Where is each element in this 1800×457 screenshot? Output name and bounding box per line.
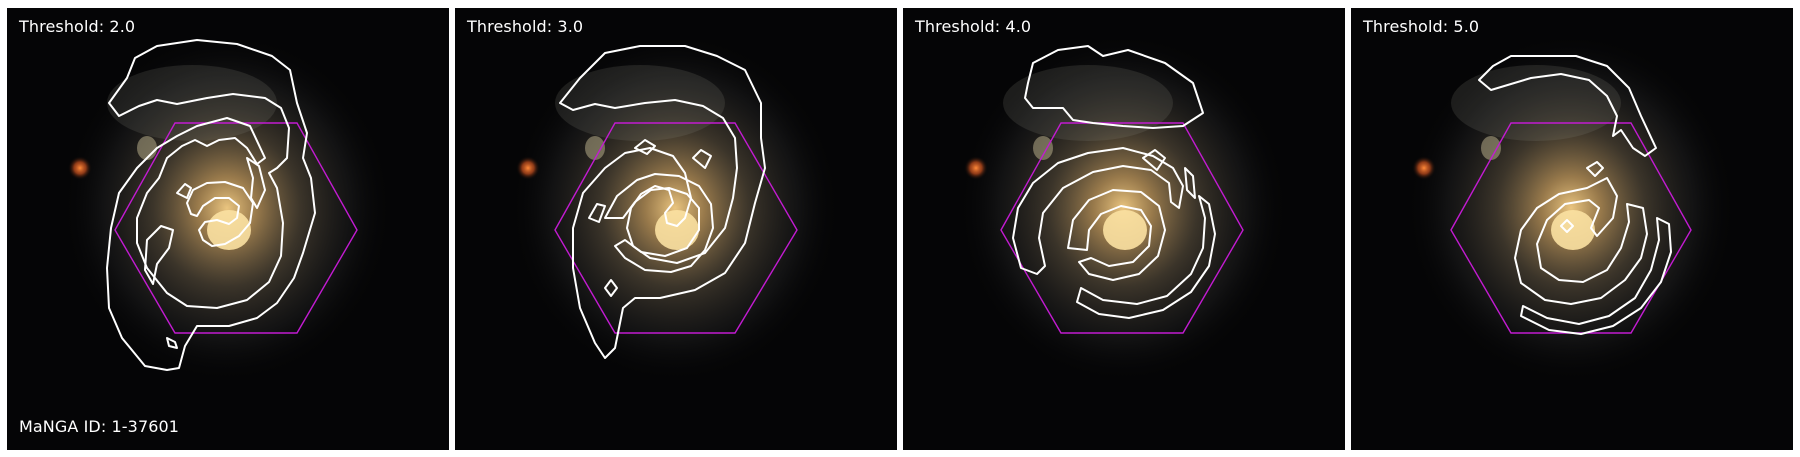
contour-knot-a bbox=[1142, 149, 1166, 171]
contour-knot-b bbox=[1560, 219, 1574, 233]
contour-outer-arm bbox=[559, 45, 766, 359]
ifu-hexagon bbox=[1000, 122, 1244, 334]
ifu-hexagon bbox=[1450, 122, 1692, 334]
contour-knot-c bbox=[692, 149, 712, 169]
ifu-hexagon bbox=[114, 122, 358, 334]
contour-mid-spiral bbox=[604, 173, 714, 273]
galaxy-image-panel-4 bbox=[1406, 33, 1736, 383]
companion-star bbox=[1412, 156, 1436, 180]
threshold-label: Threshold: 4.0 bbox=[915, 17, 1032, 36]
contour-knot-a bbox=[588, 203, 606, 223]
bright-knot bbox=[1481, 136, 1501, 160]
contour-knot-d bbox=[604, 279, 618, 297]
contour-knot-d bbox=[166, 337, 178, 349]
galaxy-image-panel-2 bbox=[510, 33, 840, 383]
panel-threshold-5: Threshold: 5.0 bbox=[1351, 8, 1793, 450]
contour-main-spiral bbox=[1012, 147, 1184, 275]
galaxy-disk bbox=[62, 33, 392, 383]
contour-lower-arm bbox=[1520, 217, 1672, 335]
bright-knot bbox=[1033, 136, 1053, 160]
threshold-label: Threshold: 3.0 bbox=[467, 17, 584, 36]
companion-star bbox=[68, 156, 92, 180]
ifu-hexagon bbox=[554, 122, 798, 334]
contour-knot-b bbox=[1184, 167, 1196, 199]
companion-star bbox=[964, 156, 988, 180]
contour-knot-b bbox=[634, 139, 656, 155]
galaxy-image-panel-3 bbox=[958, 33, 1288, 383]
companion-star bbox=[516, 156, 540, 180]
contour-main-spiral bbox=[1514, 177, 1648, 305]
segmentation-contours bbox=[1478, 55, 1672, 335]
panel-threshold-2: Threshold: 2.0 MaNGA ID: 1-37601 bbox=[7, 8, 449, 450]
contour-outer-arm bbox=[106, 39, 316, 371]
panel-threshold-3: Threshold: 3.0 bbox=[455, 8, 897, 450]
bright-knot bbox=[137, 136, 157, 160]
contour-inner-spiral bbox=[186, 181, 254, 247]
contour-outer-arm bbox=[1478, 55, 1657, 157]
galaxy-arm-glow bbox=[1003, 65, 1173, 141]
threshold-label: Threshold: 5.0 bbox=[1363, 17, 1480, 36]
contour-outer-arm bbox=[1024, 45, 1204, 129]
contour-inner-spiral bbox=[1067, 189, 1166, 281]
galaxy-image-panel-1 bbox=[62, 33, 392, 383]
panel-threshold-4: Threshold: 4.0 bbox=[903, 8, 1345, 450]
segmentation-contours bbox=[106, 39, 316, 371]
contour-knot-b bbox=[246, 157, 266, 209]
contour-knot-c bbox=[176, 183, 192, 199]
galaxy-core bbox=[655, 210, 699, 250]
contour-knot-a bbox=[144, 225, 174, 285]
galaxy-id-label: MaNGA ID: 1-37601 bbox=[19, 417, 180, 436]
galaxy-core bbox=[1103, 210, 1147, 250]
contour-knot-a bbox=[1586, 161, 1604, 177]
galaxy-core bbox=[1551, 210, 1595, 250]
galaxy-arm-glow bbox=[107, 65, 277, 141]
segmentation-contours bbox=[1012, 45, 1216, 319]
segmentation-contours bbox=[559, 45, 766, 359]
contour-lower-arm bbox=[1076, 195, 1216, 319]
bright-knot bbox=[585, 136, 605, 160]
threshold-label: Threshold: 2.0 bbox=[19, 17, 136, 36]
galaxy-arm-glow bbox=[1451, 65, 1621, 141]
